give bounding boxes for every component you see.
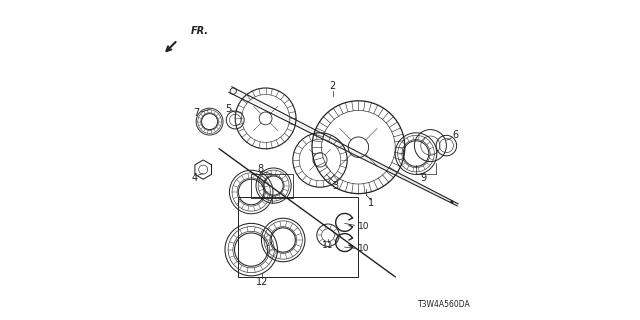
Text: 9: 9 [420, 173, 426, 183]
Text: 6: 6 [452, 130, 458, 140]
Text: 2: 2 [330, 81, 336, 92]
Bar [239, 197, 358, 277]
Text: 11: 11 [322, 241, 333, 250]
Text: 10: 10 [358, 244, 369, 253]
Text: 10: 10 [358, 222, 369, 231]
Bar [251, 174, 293, 198]
Text: T3W4A560DA: T3W4A560DA [418, 300, 470, 309]
Text: 12: 12 [256, 277, 269, 287]
Text: 7: 7 [193, 108, 199, 118]
Text: 3: 3 [332, 180, 339, 191]
Text: 5: 5 [226, 104, 232, 114]
Text: 1: 1 [368, 198, 374, 208]
Text: 4: 4 [191, 172, 198, 183]
Text: 8: 8 [258, 164, 264, 174]
Text: FR.: FR. [191, 26, 209, 36]
